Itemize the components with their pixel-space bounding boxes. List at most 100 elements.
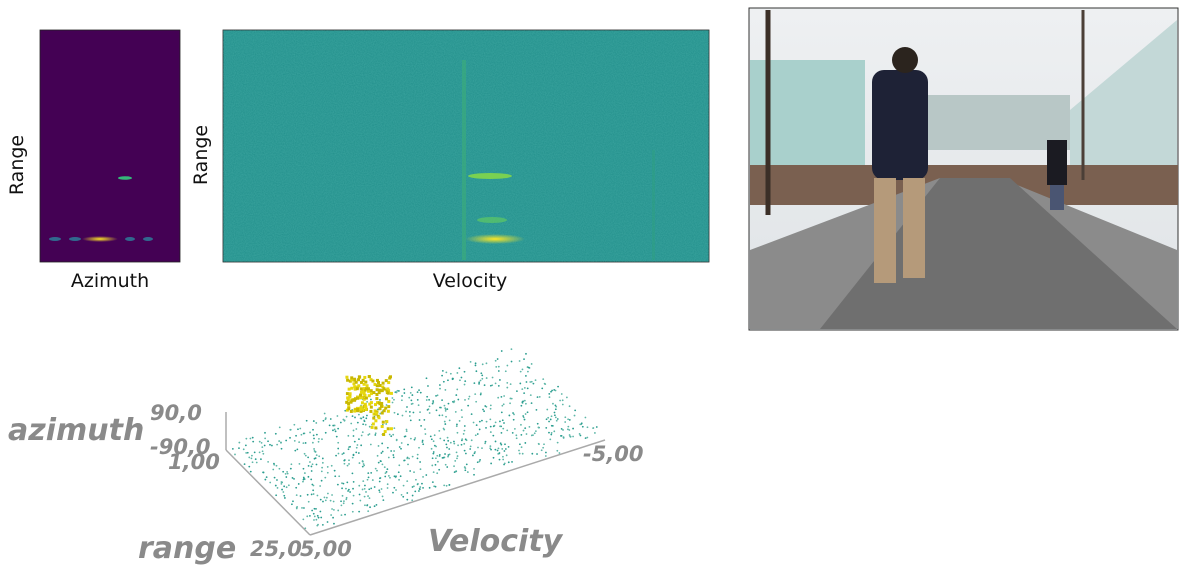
point: [344, 409, 347, 412]
point: [432, 452, 435, 455]
target-point: [372, 391, 376, 395]
point: [274, 432, 277, 435]
point: [444, 423, 447, 425]
target-point: [373, 382, 377, 386]
point: [251, 436, 254, 439]
point: [333, 428, 336, 431]
point: [352, 487, 354, 490]
point: [400, 442, 403, 444]
point: [456, 457, 458, 460]
point: [393, 398, 395, 401]
point: [366, 400, 369, 403]
point: [291, 477, 294, 479]
point: [333, 424, 336, 427]
point: [385, 471, 388, 473]
point: [300, 433, 303, 436]
point: [484, 405, 487, 407]
point: [303, 477, 305, 480]
target-point: [367, 394, 371, 398]
point: [390, 435, 393, 438]
target-point: [382, 409, 386, 413]
point: [503, 462, 506, 465]
point: [375, 503, 378, 506]
point: [504, 370, 507, 373]
point: [258, 440, 261, 443]
point: [318, 455, 321, 458]
point: [525, 352, 527, 355]
point: [445, 484, 448, 487]
point: [376, 454, 379, 457]
point: [500, 443, 503, 446]
point: [573, 414, 576, 417]
point: [320, 470, 323, 473]
point: [469, 361, 472, 363]
point: [331, 494, 333, 496]
point: [315, 518, 318, 521]
point: [336, 415, 339, 417]
point: [297, 483, 300, 485]
point: [384, 472, 387, 475]
point: [304, 454, 307, 457]
point: [592, 427, 594, 430]
point: [550, 415, 553, 418]
point: [299, 427, 302, 430]
point: [411, 486, 414, 488]
point: [480, 372, 483, 375]
point: [352, 480, 355, 483]
point: [523, 386, 526, 389]
point: [383, 466, 386, 469]
point: [509, 383, 512, 386]
point: [572, 427, 574, 430]
point: [251, 454, 253, 457]
point: [370, 398, 372, 401]
point: [395, 391, 398, 394]
target-point: [379, 404, 383, 408]
point: [283, 485, 286, 488]
point: [322, 419, 325, 422]
point: [416, 482, 419, 485]
point: [522, 415, 525, 417]
point: [432, 471, 435, 473]
target-point: [360, 380, 364, 384]
point: [332, 429, 334, 432]
point: [244, 444, 247, 447]
point: [411, 402, 414, 405]
point: [330, 464, 333, 467]
point: [363, 487, 366, 490]
point: [536, 396, 539, 399]
target-point: [375, 378, 379, 382]
point: [515, 437, 518, 440]
target-point: [381, 381, 385, 385]
point: [313, 437, 315, 440]
point: [377, 461, 380, 464]
point: [315, 454, 318, 457]
point: [538, 396, 541, 398]
point: [271, 444, 273, 447]
point: [386, 483, 389, 486]
point: [428, 398, 431, 401]
point: [436, 454, 439, 457]
target-point: [353, 398, 357, 402]
point: [456, 423, 458, 426]
point: [262, 452, 265, 455]
point: [449, 441, 452, 444]
point: [455, 425, 458, 428]
point: [506, 381, 509, 384]
point: [503, 450, 506, 452]
target-point: [389, 427, 393, 431]
point: [495, 365, 498, 368]
point: [290, 503, 293, 506]
point: [408, 396, 411, 399]
point: [464, 399, 466, 401]
point: [340, 514, 343, 517]
point: [499, 442, 502, 445]
target-point: [371, 422, 375, 426]
point: [453, 465, 455, 468]
point: [489, 384, 492, 387]
point: [339, 421, 342, 424]
point: [527, 366, 530, 369]
point: [367, 495, 369, 497]
target-point: [377, 391, 381, 395]
point: [343, 462, 346, 465]
point: [326, 471, 329, 474]
